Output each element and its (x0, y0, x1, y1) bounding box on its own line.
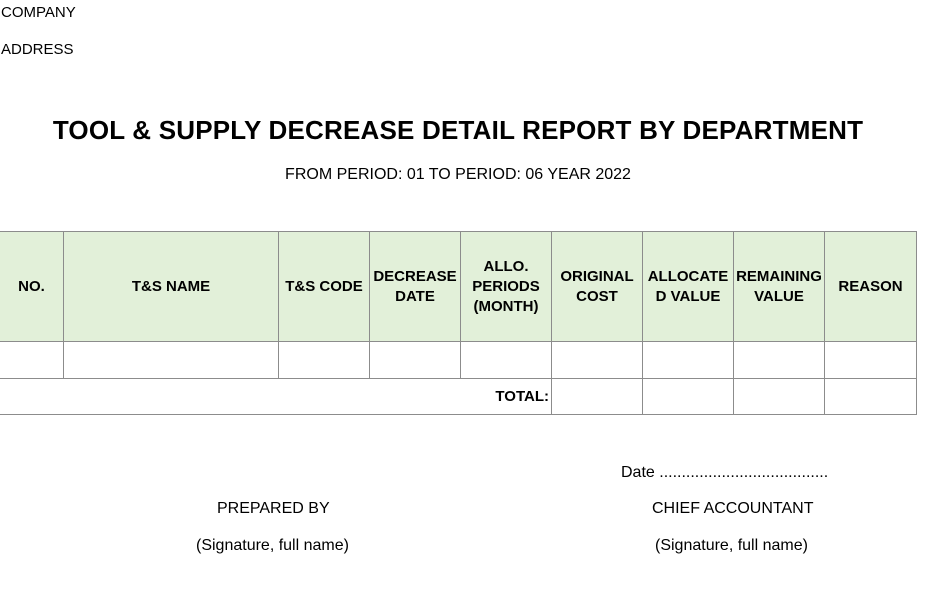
date-line: Date ...................................… (621, 464, 829, 481)
report-period: FROM PERIOD: 01 TO PERIOD: 06 YEAR 2022 (285, 166, 631, 183)
col-header-decrease-date: DECREASE DATE (369, 231, 461, 342)
table-header-row: NO. T&S NAME T&S CODE DECREASE DATE ALLO… (0, 231, 917, 342)
total-original-cost[interactable] (551, 378, 643, 415)
total-label: TOTAL: (0, 378, 552, 415)
col-header-remaining-value: REMAINING VALUE (733, 231, 825, 342)
report-title: TOOL & SUPPLY DECREASE DETAIL REPORT BY … (52, 115, 864, 145)
company-label: COMPANY (1, 4, 76, 21)
cell-decrease-date[interactable] (369, 341, 461, 379)
col-header-name: T&S NAME (63, 231, 279, 342)
col-header-no: NO. (0, 231, 64, 342)
col-header-allocated-value: ALLOCATE D VALUE (642, 231, 734, 342)
total-allocated-value[interactable] (642, 378, 734, 415)
signature-note-right: (Signature, full name) (655, 537, 808, 554)
cell-code[interactable] (278, 341, 370, 379)
col-header-original-cost: ORIGINAL COST (551, 231, 643, 342)
table-row (0, 341, 917, 379)
col-header-allo-periods: ALLO. PERIODS (MONTH) (460, 231, 552, 342)
cell-allo-periods[interactable] (460, 341, 552, 379)
cell-name[interactable] (63, 341, 279, 379)
address-label: ADDRESS (1, 41, 74, 58)
cell-no[interactable] (0, 341, 64, 379)
report-table: NO. T&S NAME T&S CODE DECREASE DATE ALLO… (0, 231, 917, 415)
col-header-reason: REASON (824, 231, 917, 342)
chief-accountant-label: CHIEF ACCOUNTANT (652, 500, 814, 517)
signature-note-left: (Signature, full name) (196, 537, 349, 554)
prepared-by-label: PREPARED BY (217, 500, 330, 517)
cell-remaining-value[interactable] (733, 341, 825, 379)
cell-allocated-value[interactable] (642, 341, 734, 379)
table-total-row: TOTAL: (0, 378, 917, 415)
total-reason[interactable] (824, 378, 917, 415)
col-header-code: T&S CODE (278, 231, 370, 342)
total-remaining-value[interactable] (733, 378, 825, 415)
cell-original-cost[interactable] (551, 341, 643, 379)
cell-reason[interactable] (824, 341, 917, 379)
